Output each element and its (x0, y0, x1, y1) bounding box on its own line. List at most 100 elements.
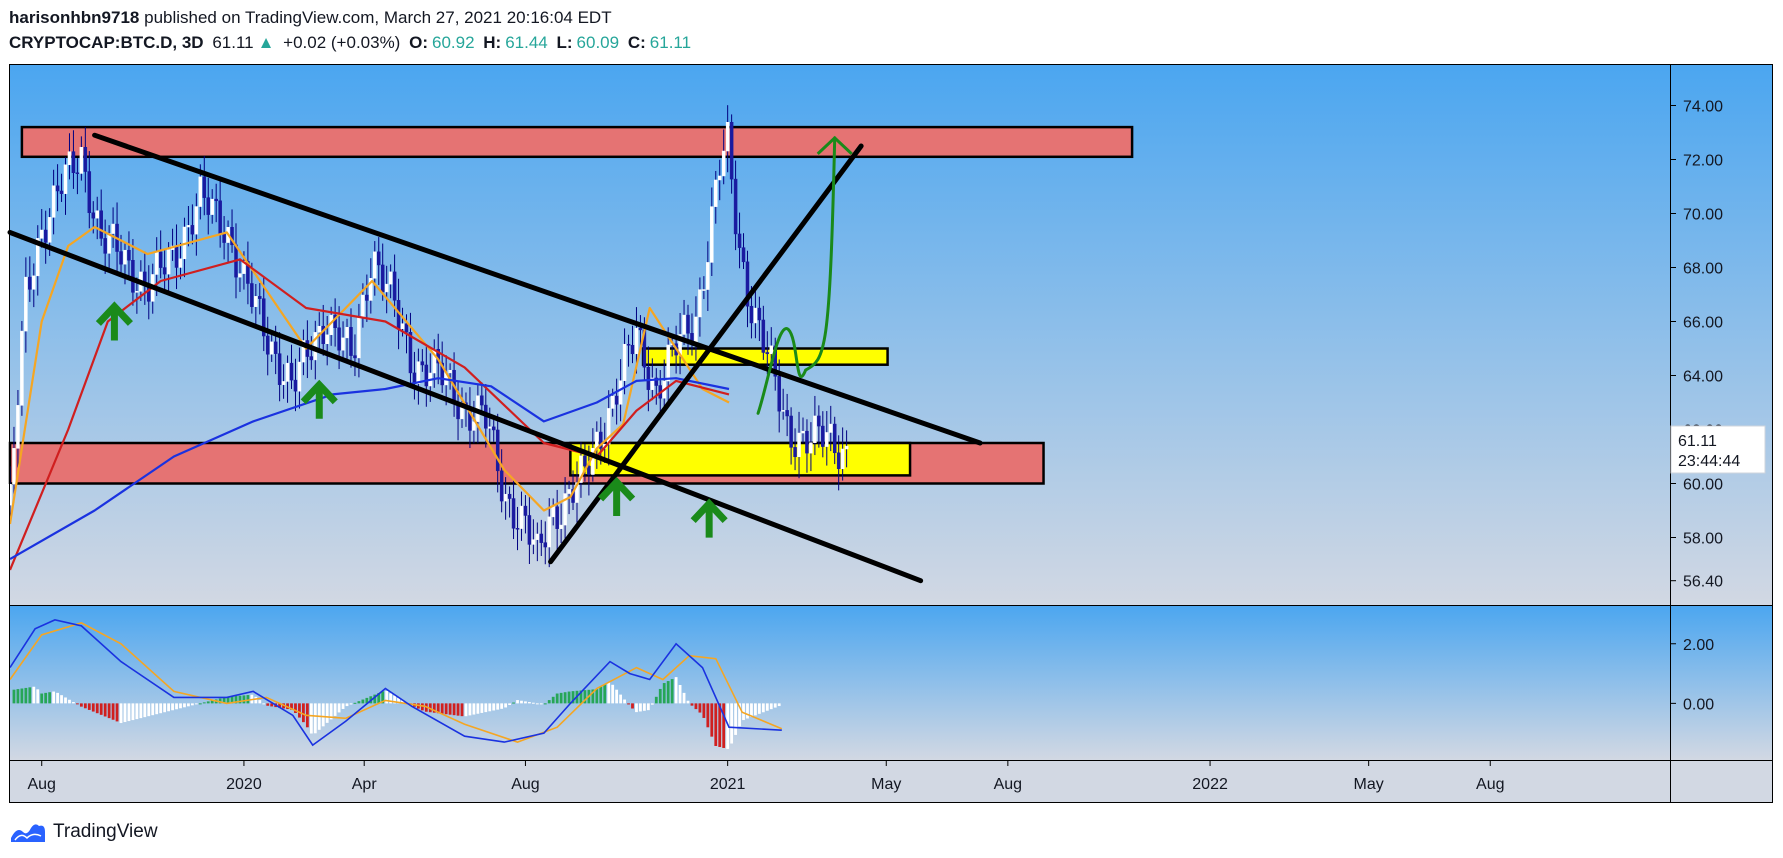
macd-histogram-bar (64, 697, 67, 704)
candle-up (32, 275, 36, 290)
candle-up (801, 430, 805, 434)
macd-histogram-bar (397, 697, 400, 704)
macd-histogram-bar (337, 703, 341, 713)
macd-histogram-bar (563, 692, 567, 704)
macd-histogram-bar (436, 703, 440, 714)
macd-histogram-bar (111, 703, 115, 720)
macd-histogram-bar (361, 699, 365, 704)
candle-up (622, 343, 627, 381)
axes-layer: 74.0072.0070.0068.0066.0064.0062.0060.00… (27, 99, 1723, 794)
macd-histogram-bar (290, 703, 293, 710)
macd-histogram-bar (167, 703, 170, 712)
macd-histogram-bar (639, 703, 642, 712)
candle-down (499, 470, 504, 502)
moving-average-orange (8, 225, 730, 525)
macd-histogram-bar (139, 703, 143, 719)
price-tick-label: 68.00 (1683, 261, 1723, 278)
price-tick-label: 66.00 (1683, 315, 1723, 332)
candle-up (519, 505, 524, 529)
candle-down (805, 430, 809, 454)
macd-histogram-bar (559, 692, 563, 704)
candle-down (293, 379, 298, 392)
macd-histogram-bar (678, 685, 682, 704)
macd-histogram-bar (635, 703, 638, 713)
candle-up (531, 539, 536, 545)
candle-up (416, 361, 421, 385)
candle-up (400, 323, 405, 330)
candle-up (238, 273, 242, 278)
macd-pane-background (10, 605, 1772, 760)
macd-histogram-bar (294, 703, 297, 713)
macd-histogram-bar (448, 703, 452, 715)
candle-down (515, 528, 520, 530)
trendline-1 (7, 229, 924, 584)
candle-down (741, 247, 746, 263)
candle-up (472, 421, 476, 431)
moving-averages-layer (8, 225, 730, 571)
candle-down (511, 498, 516, 529)
macd-histogram-bar (155, 703, 159, 715)
macd-histogram-bar (234, 696, 238, 704)
macd-histogram-bar (198, 703, 202, 705)
macd-histogram-bar (769, 703, 773, 710)
candles-layer (8, 105, 849, 568)
macd-histogram-bar (298, 703, 301, 718)
time-tick-label: Aug (511, 776, 539, 793)
candle-up (123, 249, 127, 265)
macd-histogram-bar (123, 703, 127, 723)
macd-histogram-bar (619, 694, 623, 704)
open-value: 60.92 (431, 33, 475, 52)
candle-up (725, 121, 730, 152)
candle-down (749, 305, 754, 324)
candle-up (341, 337, 345, 351)
macd-histogram-bar (266, 703, 270, 706)
open-label: O: (409, 33, 428, 52)
macd-histogram-bar (313, 703, 317, 734)
candle-up (702, 289, 706, 291)
macd-histogram-bar (468, 703, 472, 716)
macd-histogram-bar (432, 703, 436, 713)
macd-histogram-bar (730, 703, 734, 744)
tradingview-logo-icon[interactable] (9, 820, 47, 844)
candle-down (757, 307, 762, 321)
macd-histogram-bar (603, 684, 607, 704)
macd-histogram-bar (353, 702, 357, 704)
author-name[interactable]: harisonhbn9718 (9, 8, 140, 27)
macd-histogram-bar (658, 688, 662, 704)
publish-line: published on TradingView.com, March 27, … (144, 8, 612, 27)
macd-histogram-bar (452, 703, 456, 716)
macd-histogram-bar (83, 703, 87, 709)
time-tick-label: Aug (1476, 776, 1504, 793)
macd-histogram-bar (147, 703, 151, 717)
macd-histogram-bar (68, 699, 71, 704)
candle-up (535, 533, 540, 540)
candle-up (698, 289, 702, 318)
candle-up (591, 447, 595, 475)
macd-histogram-bar (79, 703, 83, 707)
macd-histogram-bar (179, 703, 182, 709)
macd-histogram-bar (567, 691, 571, 704)
macd-histogram-bar (60, 695, 63, 704)
candle-down (99, 210, 103, 239)
price-label-value: 61.11 (1678, 433, 1717, 450)
macd-histogram-bar (190, 703, 194, 706)
candle-down (587, 465, 591, 475)
candle-up (610, 395, 615, 409)
candle-down (420, 361, 425, 366)
macd-histogram-bar (650, 703, 654, 705)
candle-down (162, 267, 167, 275)
macd-histogram-bar (202, 702, 206, 704)
candle-up (79, 147, 84, 174)
footer-brand[interactable]: TradingView (53, 821, 158, 842)
candle-up (717, 175, 722, 181)
candle-up (269, 341, 274, 355)
macd-histogram-bar (159, 703, 163, 714)
macd-histogram-bar (440, 703, 444, 714)
candle-down (91, 212, 96, 219)
candle-up (194, 206, 199, 235)
candle-up (714, 179, 718, 207)
candle-down (646, 366, 651, 390)
candle-up (198, 176, 203, 207)
candle-down (258, 296, 262, 299)
